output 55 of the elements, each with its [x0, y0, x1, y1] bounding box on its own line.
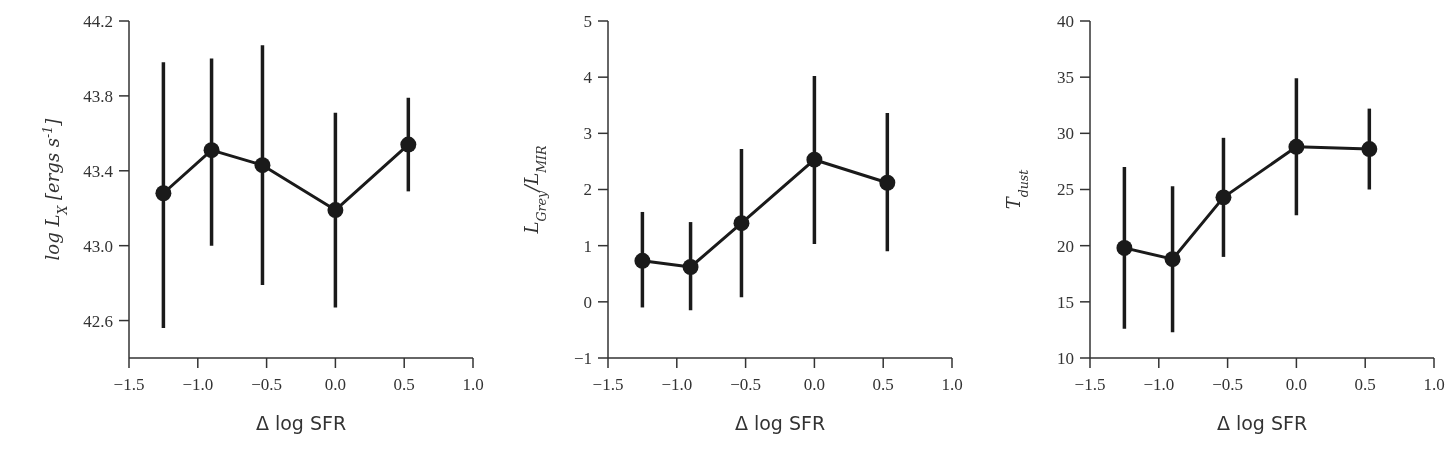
y-tick-label: 1 — [583, 236, 592, 256]
y-tick-label: 43.4 — [83, 161, 114, 181]
x-tick-label: 0.5 — [872, 375, 894, 394]
x-tick-label: 0.0 — [803, 375, 826, 394]
x-axis-title: Δ log SFR — [255, 412, 347, 434]
y-tick-label: 43.8 — [83, 86, 113, 106]
x-tick-label: −1.0 — [661, 375, 693, 394]
y-tick-label: 0 — [583, 292, 592, 312]
y-tick-label: 43.0 — [83, 236, 113, 256]
point — [806, 151, 823, 168]
y-tick-label: 25 — [1057, 180, 1074, 200]
x-tick-label: 0.5 — [393, 375, 415, 394]
x-tick-label: −1.5 — [592, 375, 624, 394]
y-tick-label: 30 — [1057, 124, 1074, 144]
y-tick-label: 3 — [583, 124, 592, 144]
point — [203, 142, 220, 159]
point — [254, 157, 271, 174]
x-tick-label: 1.0 — [941, 375, 963, 394]
point — [327, 202, 344, 219]
point — [1116, 239, 1133, 256]
point — [155, 185, 172, 202]
y-tick-label: 44.2 — [83, 11, 113, 31]
y-tick-label: 42.6 — [83, 311, 113, 331]
point — [1361, 141, 1378, 158]
y-tick-label: 15 — [1057, 292, 1074, 312]
x-tick-label: −0.5 — [251, 375, 283, 394]
point — [634, 252, 651, 269]
point — [879, 174, 896, 191]
x-axis-title: Δ log SFR — [734, 412, 826, 434]
y-tick-label: 20 — [1057, 236, 1074, 256]
x-axis-title: Δ log SFR — [1216, 412, 1308, 434]
x-tick-label: 0.0 — [324, 375, 347, 394]
x-tick-label: −0.5 — [1212, 375, 1244, 394]
y-tick-label: 2 — [583, 180, 592, 200]
y-tick-label: −1 — [573, 348, 592, 368]
x-tick-label: −1.5 — [113, 375, 145, 394]
x-tick-label: −1.0 — [182, 375, 214, 394]
point — [400, 136, 417, 153]
y-tick-label: 10 — [1057, 348, 1074, 368]
y-tick-label: 5 — [583, 11, 592, 31]
x-tick-label: 1.0 — [1423, 375, 1445, 394]
y-tick-label: 40 — [1057, 11, 1074, 31]
x-tick-label: 0.5 — [1354, 375, 1376, 394]
x-tick-label: −1.5 — [1074, 375, 1106, 394]
point — [1215, 189, 1232, 206]
point — [733, 215, 750, 232]
x-tick-label: −1.0 — [1143, 375, 1175, 394]
x-tick-label: −0.5 — [730, 375, 762, 394]
point — [1288, 138, 1305, 155]
y-tick-label: 35 — [1057, 68, 1074, 88]
point — [1164, 251, 1181, 268]
x-tick-label: 0.0 — [1285, 375, 1308, 394]
x-tick-label: 1.0 — [462, 375, 484, 394]
y-tick-label: 4 — [583, 68, 593, 88]
point — [682, 259, 699, 275]
